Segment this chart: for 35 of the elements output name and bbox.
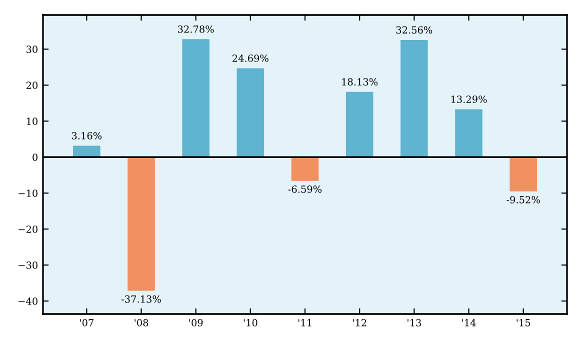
bar — [128, 157, 155, 291]
y-tick-label: 0 — [32, 154, 38, 161]
y-tick-label: 30 — [26, 46, 38, 54]
y-tick-label: 10 — [26, 118, 38, 125]
y-tick-label: −10 — [18, 190, 38, 197]
x-tick-label: '15 — [516, 319, 530, 326]
data-label: 32.78% — [178, 25, 214, 33]
data-label: -6.59% — [288, 185, 322, 193]
x-tick-label: '07 — [80, 319, 94, 326]
data-label: -37.13% — [122, 295, 161, 303]
bar — [73, 146, 100, 158]
x-tick-label: '10 — [244, 319, 258, 326]
x-tick-label: '13 — [408, 319, 421, 326]
y-tick-label: −30 — [18, 262, 38, 269]
bar — [510, 157, 537, 192]
bar — [236, 68, 264, 158]
x-tick-label: '08 — [134, 319, 148, 326]
y-tick-label: −20 — [18, 226, 38, 233]
bar — [455, 109, 482, 158]
data-label: 18.13% — [342, 78, 378, 86]
bar — [182, 39, 210, 158]
y-tick-label: 20 — [26, 82, 38, 89]
x-tick-label: '14 — [462, 319, 476, 326]
bar — [400, 40, 428, 158]
x-tick-label: '09 — [189, 319, 203, 326]
bar — [291, 157, 319, 181]
data-label: 13.29% — [451, 96, 487, 103]
data-label: 32.56% — [396, 26, 432, 34]
y-tick-label: −40 — [18, 298, 38, 305]
bar — [346, 92, 374, 158]
x-tick-label: '12 — [353, 319, 366, 326]
data-label: -9.52% — [506, 196, 540, 204]
data-label: 24.69% — [232, 54, 268, 62]
x-tick-label: '11 — [298, 319, 312, 326]
data-label: 3.16% — [72, 132, 102, 140]
